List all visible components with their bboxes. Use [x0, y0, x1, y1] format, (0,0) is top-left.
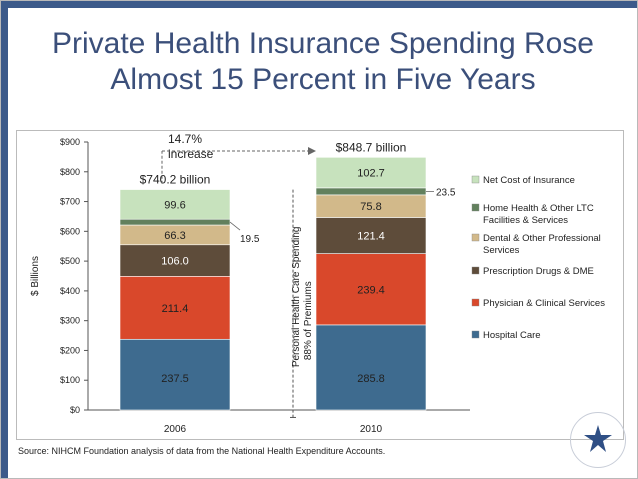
legend-label: Facilities & Services	[483, 215, 568, 226]
y-tick-label: $900	[60, 137, 80, 147]
x-category-label: 2006	[164, 424, 187, 435]
source-note: Source: NIHCM Foundation analysis of dat…	[18, 446, 385, 456]
y-tick-label: $500	[60, 256, 80, 266]
bar-data-label-small: 19.5	[240, 234, 260, 245]
personal-spending-label: Personal Health Care Spending	[291, 227, 302, 368]
bar-data-label: 237.5	[161, 373, 189, 385]
bar-data-label: 285.8	[357, 373, 385, 385]
legend-label: Hospital Care	[483, 330, 541, 341]
bar-data-label: 75.8	[360, 201, 381, 213]
y-tick-label: $100	[60, 375, 80, 385]
premiums-share-label: 88% of Premiums	[303, 281, 314, 360]
y-axis-label: $ Billions	[30, 256, 41, 296]
y-tick-label: $600	[60, 226, 80, 236]
legend-swatch	[472, 234, 479, 241]
bar-data-label: 102.7	[357, 168, 385, 180]
y-tick-label: $800	[60, 167, 80, 177]
bar-total-label: $848.7 billion	[336, 140, 407, 154]
bar-total-label: $740.2 billion	[140, 173, 211, 187]
y-tick-label: $0	[70, 405, 80, 415]
increase-arrowhead	[308, 147, 316, 155]
logo-seal-icon	[570, 412, 626, 468]
y-tick-label: $200	[60, 345, 80, 355]
legend-label: Home Health & Other LTC	[483, 203, 594, 214]
y-tick-label: $300	[60, 316, 80, 326]
legend-swatch	[472, 204, 479, 211]
increase-word-label: increase	[168, 147, 214, 161]
legend-swatch	[472, 331, 479, 338]
y-tick-label: $700	[60, 197, 80, 207]
legend-label: Net Cost of Insurance	[483, 175, 575, 186]
bar-segment	[316, 325, 426, 410]
legend-label: Prescription Drugs & DME	[483, 266, 594, 277]
bar-data-label: 239.4	[357, 284, 385, 296]
x-category-label: 2010	[360, 424, 383, 435]
bar-segment	[120, 219, 230, 225]
bar-data-label: 106.0	[161, 256, 189, 268]
legend-label: Dental & Other Professional	[483, 233, 601, 244]
leader-line	[230, 222, 240, 230]
legend-swatch	[472, 267, 479, 274]
y-tick-label: $400	[60, 286, 80, 296]
legend-swatch	[472, 176, 479, 183]
bar-data-label: 121.4	[357, 231, 385, 243]
bar-data-label-small: 23.5	[436, 187, 456, 198]
legend-swatch	[472, 299, 479, 306]
stacked-bar-chart: $0 $100 $200 $300 $400 $500 $600 $700 $800 $900 $ …	[0, 0, 638, 479]
bar-data-label: 66.3	[164, 230, 185, 242]
bar-segment	[316, 188, 426, 195]
legend-label: Physician & Clinical Services	[483, 298, 605, 309]
legend-label: Services	[483, 245, 520, 256]
bar-data-label: 99.6	[164, 199, 185, 211]
increase-percent-label: 14.7%	[168, 132, 202, 146]
bar-data-label: 211.4	[162, 303, 189, 315]
